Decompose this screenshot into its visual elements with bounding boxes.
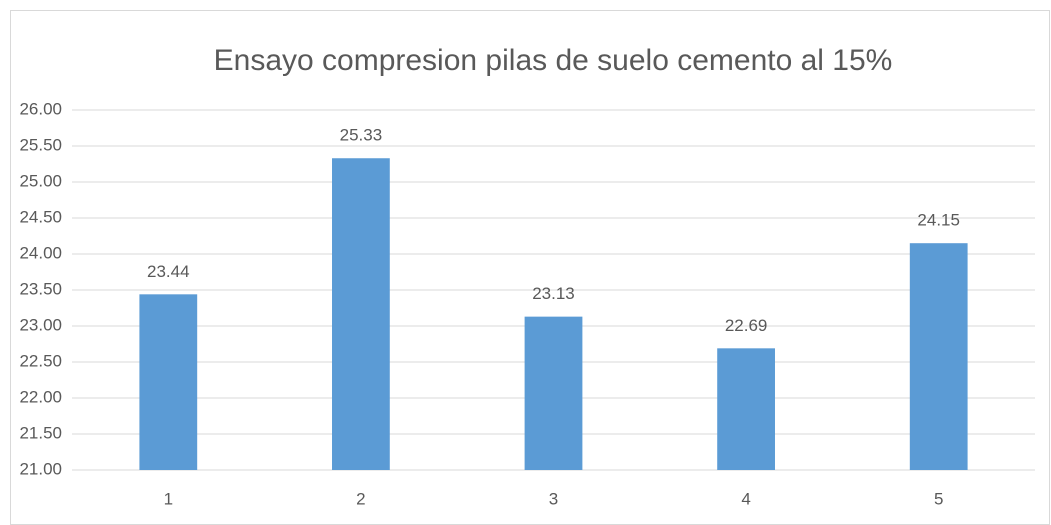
y-tick-label: 25.00 <box>19 171 62 190</box>
y-tick-label: 21.00 <box>19 459 62 478</box>
x-tick-label: 5 <box>934 489 943 508</box>
y-tick-label: 24.00 <box>19 243 62 262</box>
bar <box>139 294 198 470</box>
y-tick-label: 23.50 <box>19 279 62 298</box>
bar <box>524 316 583 470</box>
bar <box>717 348 775 470</box>
x-tick-label: 2 <box>356 489 365 508</box>
data-label: 23.13 <box>532 284 575 303</box>
data-label: 22.69 <box>725 316 768 335</box>
chart-title: Ensayo compresion pilas de suelo cemento… <box>214 44 893 77</box>
y-tick-label: 23.00 <box>19 315 62 334</box>
bar <box>909 243 968 470</box>
data-label: 25.33 <box>340 126 383 145</box>
y-tick-label: 21.50 <box>19 423 62 442</box>
y-tick-label: 24.50 <box>19 207 62 226</box>
bar <box>332 158 390 471</box>
x-tick-label: 3 <box>549 489 558 508</box>
y-tick-label: 26.00 <box>19 99 62 118</box>
x-tick-label: 1 <box>164 489 173 508</box>
data-label: 24.15 <box>917 211 960 230</box>
x-tick-label: 4 <box>741 489 750 508</box>
y-tick-label: 22.00 <box>19 387 62 406</box>
y-tick-label: 25.50 <box>19 135 62 154</box>
data-label: 23.44 <box>147 262 190 281</box>
y-tick-label: 22.50 <box>19 351 62 370</box>
